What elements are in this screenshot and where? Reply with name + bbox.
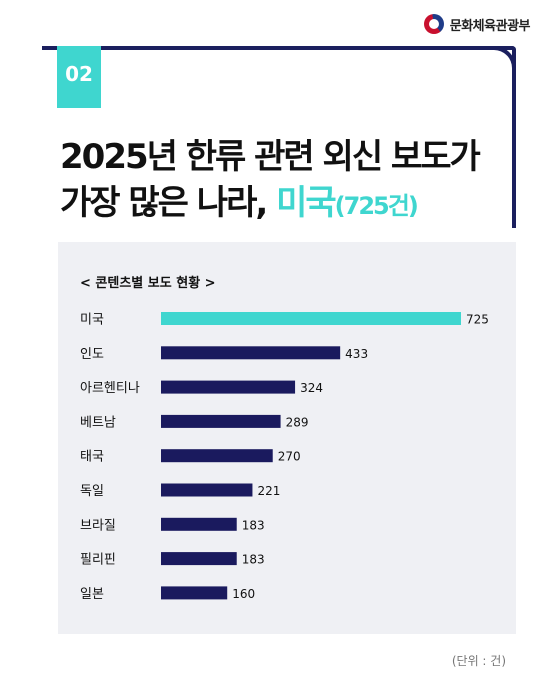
bar: [161, 586, 228, 600]
category-label: 아르헨티나: [80, 381, 140, 396]
chart-panel: [58, 242, 516, 634]
bar: [161, 552, 237, 566]
category-label: 일본: [80, 587, 104, 602]
category-label: 태국: [80, 450, 104, 465]
value-label: 183: [242, 553, 265, 567]
frame-top-border: [42, 46, 516, 50]
bar: [161, 517, 237, 531]
ministry-name: 문화체육관광부: [449, 18, 531, 34]
title-line-2: 가장 많은 나라, 미국(725건): [60, 180, 479, 229]
ministry-logo: 문화체육관광부: [423, 14, 531, 34]
title-highlight-count: (725건): [334, 192, 419, 220]
bar: [161, 414, 281, 428]
category-label: 인도: [80, 347, 104, 362]
category-label: 베트남: [80, 415, 116, 430]
bar: [161, 449, 273, 463]
value-label: 324: [300, 381, 323, 395]
bar-chart: 미국 725 인도 433 아르헨티나 324 베트남 289 태국 270 독일 221 브라질 183…: [80, 312, 489, 602]
value-label: 183: [242, 518, 265, 532]
value-label: 221: [257, 484, 280, 498]
title-highlight-country: 미국: [276, 183, 337, 223]
category-label: 독일: [80, 484, 104, 499]
value-label: 160: [232, 587, 255, 601]
unit-label: (단위 : 건): [451, 654, 506, 668]
value-label: 270: [278, 450, 301, 464]
section-number: 02: [65, 62, 93, 86]
bar: [161, 380, 296, 394]
page-title: 2025년 한류 관련 외신 보도가 가장 많은 나라, 미국(725건): [60, 134, 481, 229]
bar: [161, 312, 461, 325]
category-label: 브라질: [80, 518, 116, 533]
frame-right-border: [512, 46, 516, 228]
value-label: 433: [345, 347, 368, 361]
title-line-2-prefix: 가장 많은 나라,: [60, 183, 277, 223]
category-label: 미국: [80, 313, 104, 328]
section-number-badge: 02: [57, 46, 101, 108]
value-label: 725: [466, 313, 489, 327]
category-label: 필리핀: [80, 553, 116, 568]
taegeuk-logo-icon: [423, 14, 444, 34]
value-label: 289: [286, 415, 309, 429]
chart-title: < 콘텐츠별 보도 현황 >: [80, 276, 216, 291]
title-line-1: 2025년 한류 관련 외신 보도가: [60, 137, 481, 177]
bar: [161, 483, 253, 497]
bar: [161, 346, 341, 360]
